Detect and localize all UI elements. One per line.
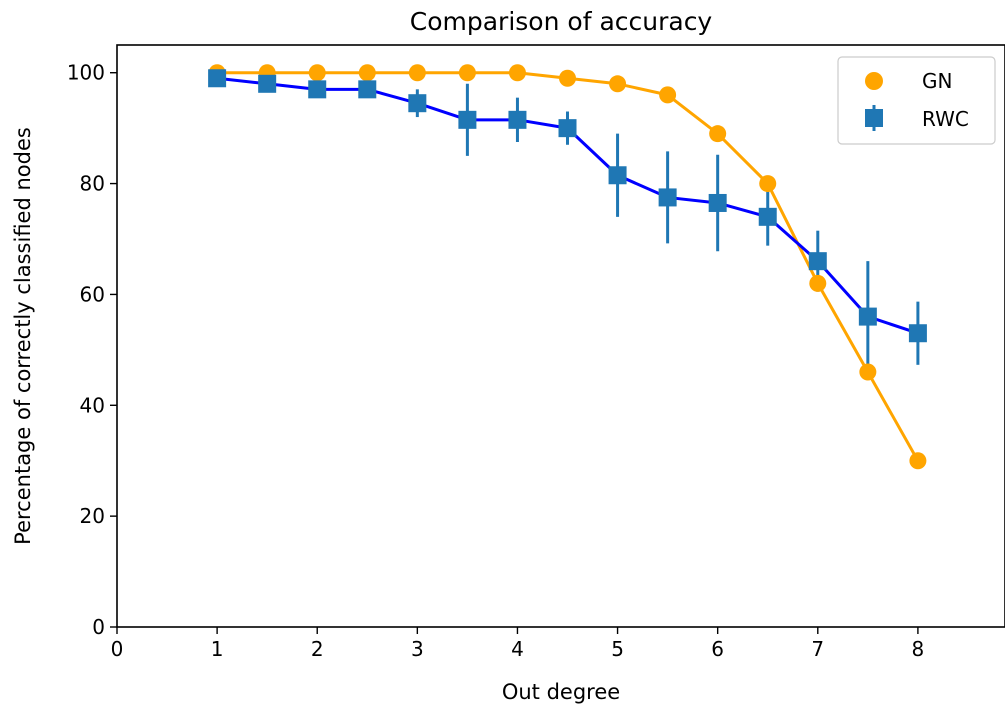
data-point-rwc: [658, 188, 677, 207]
legend-rwc-marker: [865, 109, 883, 127]
data-point-rwc: [358, 80, 377, 99]
plot-frame: [116, 44, 1005, 628]
data-point-gn: [458, 64, 476, 82]
data-point-gn: [759, 175, 777, 193]
y-tick-label: 20: [80, 504, 105, 528]
data-point-gn: [308, 64, 326, 82]
y-tick-label: 0: [92, 615, 105, 639]
y-axis-label: Percentage of correctly classified nodes: [11, 127, 35, 545]
legend-frame: [837, 56, 996, 145]
data-point-gn: [559, 69, 577, 87]
data-point-gn: [709, 125, 727, 143]
data-point-rwc: [208, 69, 227, 88]
y-tick-label: 40: [80, 393, 105, 417]
plot-area: [208, 64, 927, 470]
x-tick-label: 7: [811, 637, 824, 661]
x-tick-label: 8: [912, 637, 925, 661]
legend-gn-marker: [865, 72, 883, 90]
chart-title: Comparison of accuracy: [410, 7, 713, 36]
legend-rwc-label: RWC: [922, 107, 969, 131]
data-point-rwc: [558, 119, 577, 138]
y-tick-label: 100: [67, 61, 105, 85]
data-point-gn: [909, 452, 927, 470]
data-point-gn: [859, 363, 877, 381]
x-tick-label: 5: [611, 637, 624, 661]
data-point-rwc: [508, 110, 527, 129]
data-point-rwc: [308, 80, 327, 99]
x-tick-label: 3: [411, 637, 424, 661]
x-tick-label: 1: [211, 637, 224, 661]
x-axis-label: Out degree: [502, 680, 620, 704]
data-point-gn: [809, 274, 827, 292]
x-tick-label: 6: [711, 637, 724, 661]
data-point-rwc: [808, 252, 827, 271]
data-point-gn: [508, 64, 526, 82]
data-point-rwc: [708, 193, 727, 212]
data-point-gn: [358, 64, 376, 82]
data-point-gn: [408, 64, 426, 82]
data-point-rwc: [408, 94, 427, 113]
y-tick-label: 80: [80, 172, 105, 196]
legend: GN RWC: [837, 56, 996, 145]
data-point-gn: [659, 86, 677, 104]
data-point-rwc: [608, 166, 627, 185]
legend-gn-label: GN: [922, 69, 952, 93]
data-point-rwc: [758, 207, 777, 226]
data-point-gn: [609, 75, 627, 93]
data-point-rwc: [258, 74, 277, 93]
x-tick-label: 2: [311, 637, 324, 661]
data-point-rwc: [858, 307, 877, 326]
x-tick-label: 4: [511, 637, 524, 661]
y-tick-label: 60: [80, 282, 105, 306]
data-point-rwc: [458, 110, 477, 129]
data-point-rwc: [908, 324, 927, 343]
x-tick-label: 0: [111, 637, 124, 661]
